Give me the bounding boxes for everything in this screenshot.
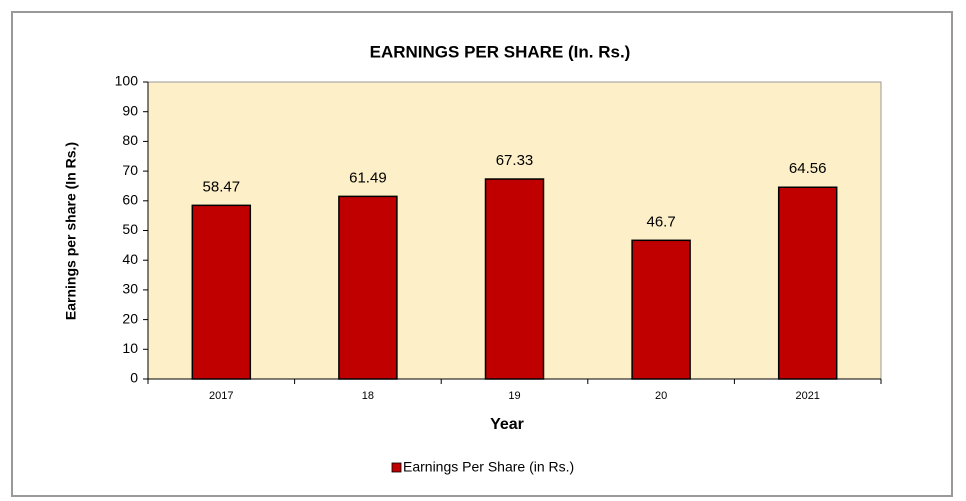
data-label: 61.49 — [349, 169, 387, 186]
bar — [777, 186, 838, 380]
data-label: 58.47 — [203, 178, 241, 195]
y-tick-label: 20 — [122, 310, 138, 326]
y-tick-label: 90 — [122, 102, 138, 118]
legend-label: Earnings Per Share (in Rs.) — [403, 459, 574, 475]
chart-title: EARNINGS PER SHARE (In. Rs.) — [370, 42, 631, 61]
x-axis-label: Year — [490, 416, 524, 433]
y-tick-label: 100 — [115, 73, 139, 89]
bar — [338, 195, 398, 380]
bar — [191, 204, 252, 380]
y-tick-label: 40 — [122, 251, 138, 267]
y-tick-label: 30 — [122, 281, 138, 297]
x-tick-label: 18 — [362, 390, 374, 402]
y-tick-label: 0 — [130, 370, 138, 386]
x-tick-label: 2017 — [209, 390, 233, 402]
bar — [631, 239, 691, 380]
y-tick-label: 80 — [122, 132, 138, 148]
bar — [484, 178, 545, 380]
y-tick-label: 10 — [122, 340, 138, 356]
y-tick-label: 60 — [122, 192, 138, 208]
y-tick-label: 50 — [122, 221, 138, 237]
y-axis-label: Earnings per share (In Rs.) — [63, 142, 79, 320]
data-label: 46.7 — [646, 213, 675, 230]
x-tick-label: 20 — [655, 390, 667, 402]
legend-swatch — [391, 462, 402, 473]
y-tick-label: 70 — [122, 162, 138, 178]
data-label: 67.33 — [496, 152, 534, 169]
data-label: 64.56 — [789, 160, 827, 177]
x-tick-label: 19 — [508, 390, 520, 402]
x-tick-label: 2021 — [795, 390, 819, 402]
